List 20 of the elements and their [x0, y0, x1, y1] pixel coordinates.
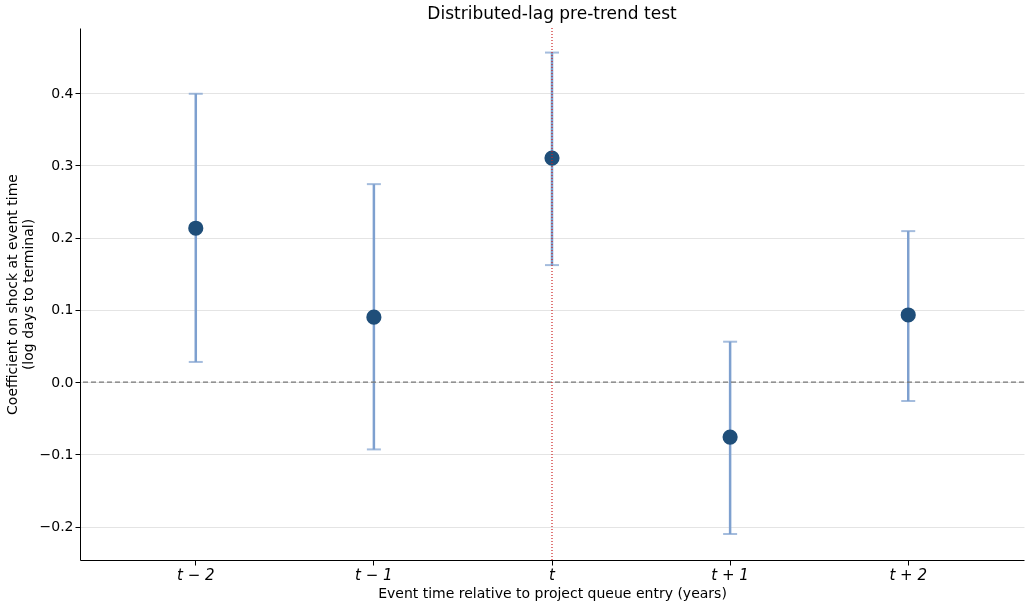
y-tick-label: 0.2: [51, 229, 74, 246]
point: [722, 429, 738, 445]
y-tick-label: −0.2: [39, 518, 74, 535]
x-tick-label: t − 2: [177, 565, 215, 584]
chart-title: Distributed-lag pre-trend test: [427, 3, 678, 24]
x-tick-label: t + 1: [711, 565, 749, 584]
x-tick-label: t − 1: [355, 565, 393, 584]
x-axis-title: Event time relative to project queue entry (years): [378, 584, 727, 601]
point: [188, 220, 204, 236]
x-tick-label: t + 2: [889, 565, 927, 584]
point: [366, 309, 382, 325]
x-tick-label: t: [549, 565, 557, 584]
y-tick-label: 0.1: [51, 301, 74, 318]
point: [900, 307, 916, 323]
y-tick-label: 0.3: [51, 156, 74, 173]
y-axis-title: Coefficient on shock at event time (log days to terminal): [3, 174, 36, 415]
y-tick-label: −0.1: [39, 445, 74, 462]
point: [544, 150, 560, 166]
y-tick-label: 0.0: [51, 373, 74, 390]
y-tick-label: 0.4: [51, 84, 74, 101]
